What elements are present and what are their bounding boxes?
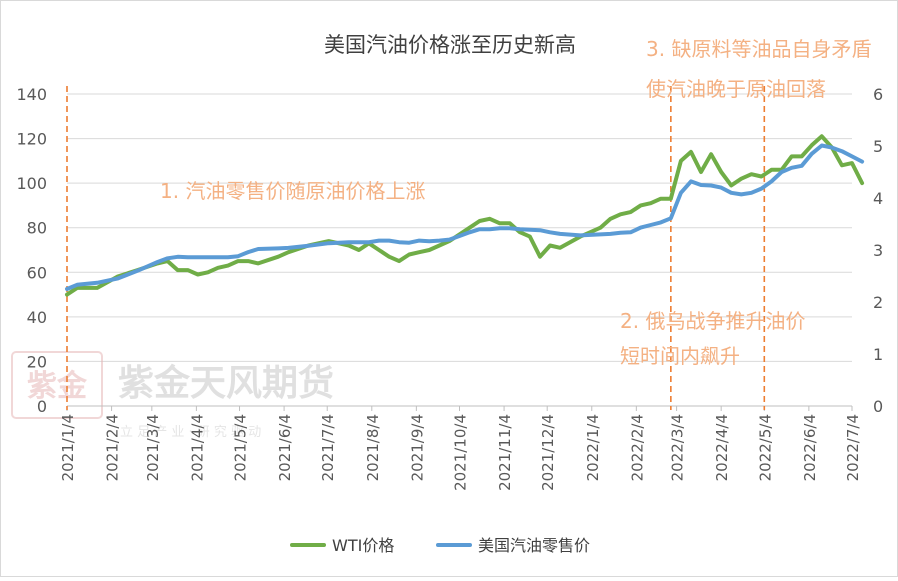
annotation-text: 2. 俄乌战争推升油价: [620, 309, 805, 333]
x-tick-label: 2022/3/4: [669, 414, 687, 481]
x-tick-label: 2022/4/4: [713, 414, 731, 481]
x-tick-label: 2022/1/4: [584, 414, 602, 481]
y-left-tick-label: 40: [27, 308, 47, 327]
legend-label: WTI价格: [332, 536, 394, 555]
watermark-text: 紫金天风期货: [118, 362, 334, 404]
x-tick-label: 2021/5/4: [232, 414, 250, 481]
series: [65, 134, 865, 297]
event-lines: [66, 86, 766, 410]
y-left-tick-label: 20: [27, 352, 47, 371]
y-left-tick-label: 140: [16, 85, 47, 104]
y-right-tick-label: 6: [873, 85, 883, 104]
y-right-tick-label: 0: [873, 397, 883, 416]
y-left-tick-label: 80: [27, 219, 47, 238]
axes: 0 20 40 60 80 100 120 140 0 1 2 3 4 5 6 2021/1/4 2021/2/…: [16, 85, 883, 491]
y-left-tick-label: 120: [16, 130, 47, 149]
annotation-text: 短时间内飙升: [620, 344, 740, 368]
x-tick-label: 2021/4/4: [188, 414, 206, 481]
x-tick-label: 2022/2/4: [628, 414, 646, 481]
annotation-text: 使汽油晚于原油回落: [646, 77, 826, 101]
gridlines: [67, 93, 852, 362]
x-tick-label: 2021/9/4: [408, 414, 426, 481]
x-tick-label: 2021/11/4: [496, 414, 514, 491]
watermark-seal: [11, 351, 103, 419]
x-tick-label: 2021/2/4: [104, 414, 122, 481]
legend-label: 美国汽油零售价: [478, 536, 590, 555]
y-right-tick-label: 4: [873, 189, 883, 208]
x-tick-label: 2021/6/4: [276, 414, 294, 481]
chart-title: 美国汽油价格涨至历史新高: [324, 33, 576, 57]
watermark-seal-text: 紫金: [27, 369, 88, 404]
legend: WTI价格 美国汽油零售价: [290, 536, 590, 555]
y-right-tick-label: 5: [873, 137, 883, 156]
watermark-subtext: 立 足 产 业 · 研 究 驱 动: [120, 425, 261, 440]
x-tick-label: 2021/10/4: [452, 414, 470, 491]
watermark: 紫金 紫金天风期货 立 足 产 业 · 研 究 驱 动: [11, 351, 334, 440]
y-left-tick-label: 100: [16, 174, 47, 193]
y-right-tick-label: 3: [873, 241, 883, 260]
x-tick-label: 2021/12/4: [539, 414, 557, 491]
x-tick-label: 2021/3/4: [144, 414, 162, 481]
x-tick-label: 2022/5/4: [756, 414, 774, 481]
x-tick-label: 2022/7/4: [844, 414, 862, 481]
x-tick-label: 2021/8/4: [364, 414, 382, 481]
x-tick-label: 2022/6/4: [801, 414, 819, 481]
annotation-text: 3. 缺原料等油品自身矛盾: [646, 37, 871, 61]
annotation-text: 1. 汽油零售价随原油价格上涨: [160, 179, 425, 203]
y-right-tick-label: 2: [873, 293, 883, 312]
series-line: [65, 134, 865, 297]
series-line: [65, 143, 865, 291]
x-tick-label: 2021/7/4: [319, 414, 337, 481]
x-tick-label: 2021/1/4: [59, 414, 77, 481]
y-left-tick-label: 0: [37, 397, 47, 416]
y-right-tick-label: 1: [873, 345, 883, 364]
y-left-tick-label: 60: [27, 263, 47, 282]
